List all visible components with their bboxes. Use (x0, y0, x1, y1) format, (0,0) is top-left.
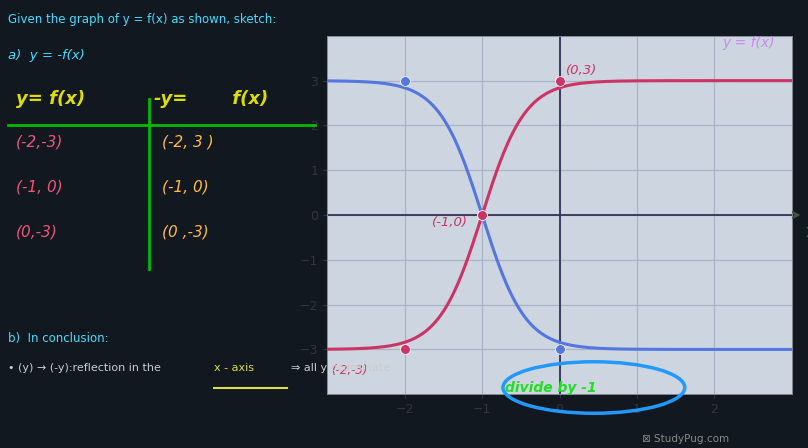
Text: (-1,0): (-1,0) (431, 216, 468, 229)
Text: ⊠ StudyPug.com: ⊠ StudyPug.com (642, 434, 730, 444)
Text: f(x): f(x) (226, 90, 268, 108)
Text: (-2, 3 ): (-2, 3 ) (162, 134, 213, 149)
Text: (0,3): (0,3) (566, 64, 597, 77)
Text: b)  In conclusion:: b) In conclusion: (8, 332, 109, 345)
Text: -y=: -y= (154, 90, 188, 108)
Text: Given the graph of y = f(x) as shown, sketch:: Given the graph of y = f(x) as shown, sk… (8, 13, 276, 26)
Text: (0,-3): (0,-3) (16, 224, 58, 239)
Text: y= f(x): y= f(x) (16, 90, 86, 108)
Text: y = f(x): y = f(x) (722, 36, 775, 50)
Text: (-1, 0): (-1, 0) (16, 179, 63, 194)
Text: (-2,-3): (-2,-3) (331, 364, 368, 377)
Text: • (y) → (-y):reflection in the: • (y) → (-y):reflection in the (8, 363, 161, 373)
Text: a)  y = -f(x): a) y = -f(x) (8, 49, 85, 62)
Text: ⇒ all y coordinate: ⇒ all y coordinate (291, 363, 390, 373)
Text: divide by -1: divide by -1 (505, 380, 596, 395)
Text: x - axis: x - axis (214, 363, 255, 373)
Text: (0 ,-3): (0 ,-3) (162, 224, 208, 239)
Text: (-2,-3): (-2,-3) (16, 134, 64, 149)
Text: (-1, 0): (-1, 0) (162, 179, 208, 194)
Text: x: x (806, 223, 808, 241)
